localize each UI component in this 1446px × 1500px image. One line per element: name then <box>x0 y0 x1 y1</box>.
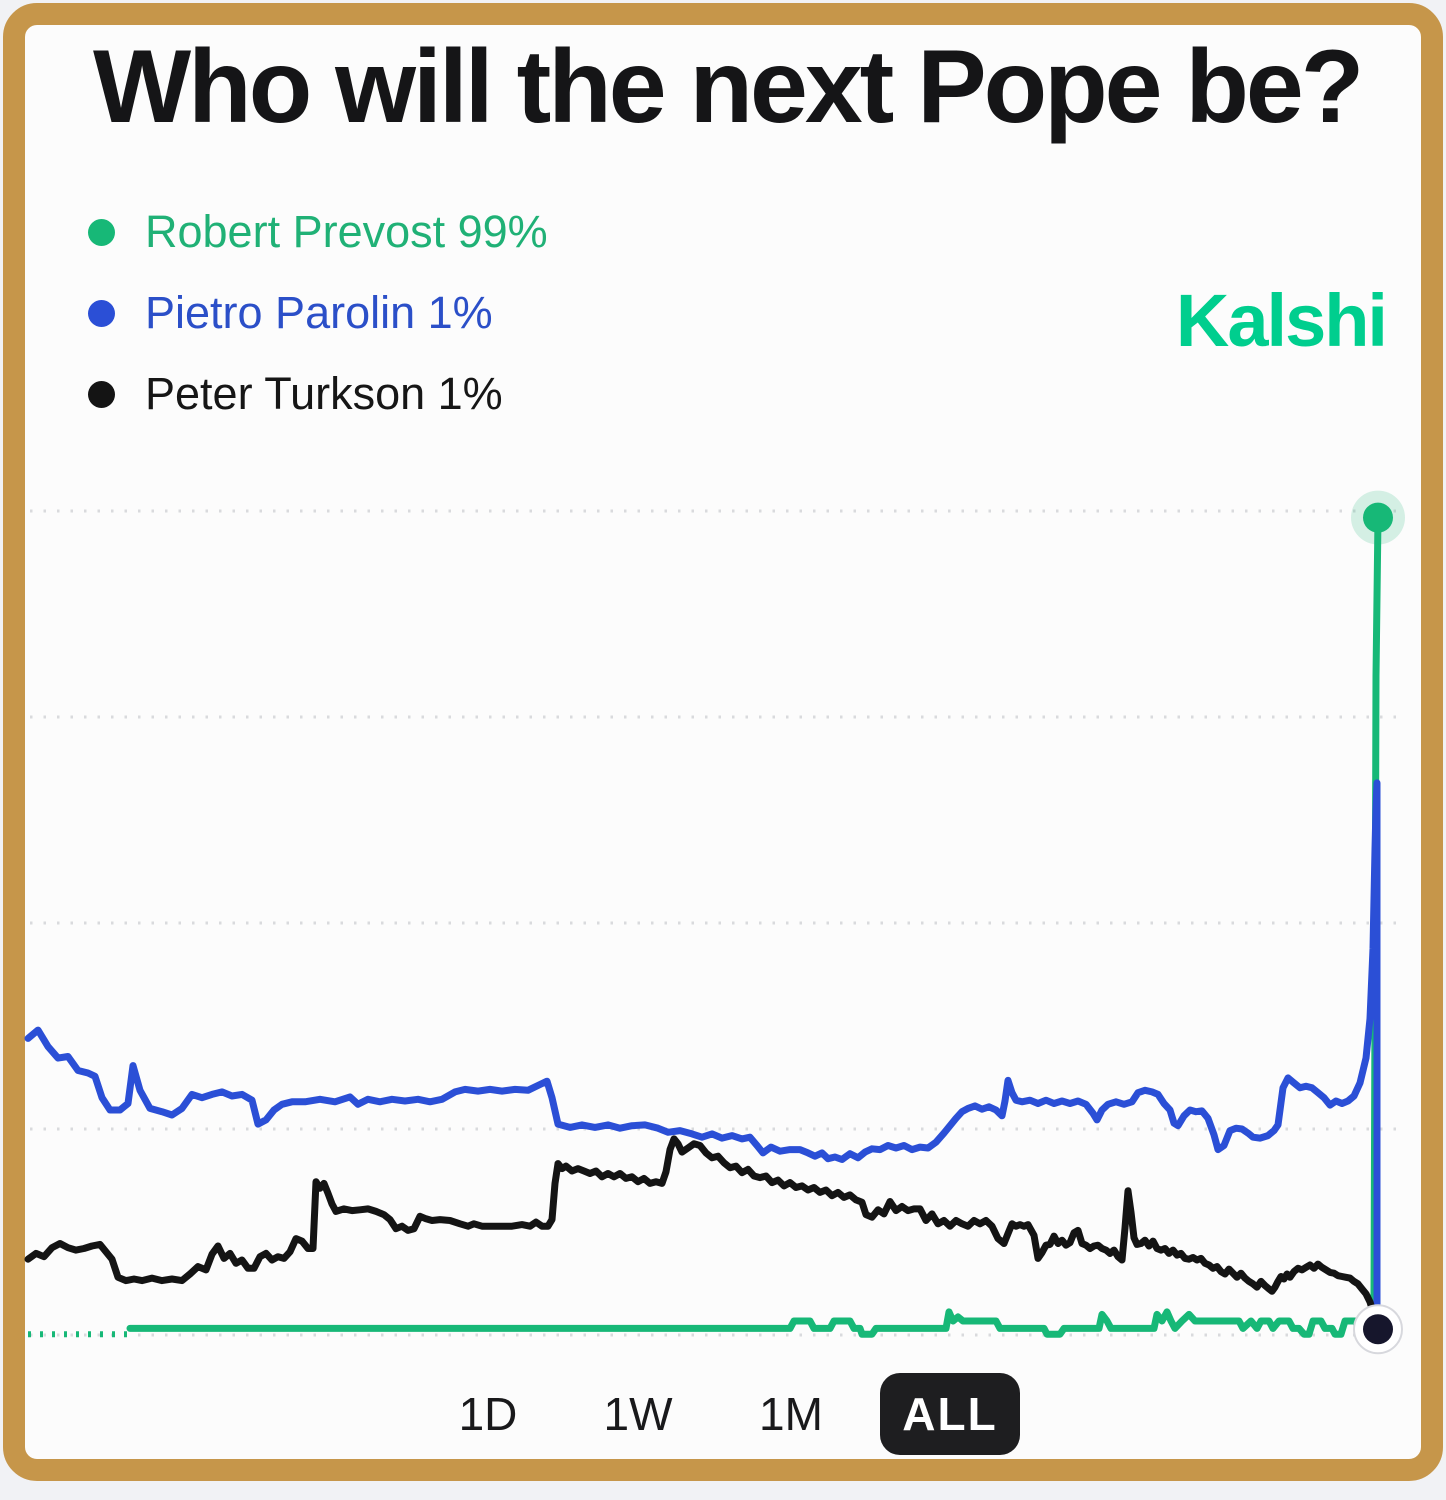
legend-dot-blue-icon <box>88 299 115 327</box>
legend-label-pietro-parolin: Pietro Parolin 1% <box>145 287 493 338</box>
legend-dot-black-icon <box>88 380 115 408</box>
series-line-robert-prevost <box>126 514 1382 1338</box>
gold-frame-border <box>3 3 1443 1481</box>
legend-item-peter-turkson: Peter Turkson 1% <box>88 367 548 421</box>
end-marker-dot-robert-prevost <box>1363 502 1393 533</box>
series-line-peter-turkson <box>24 1135 1382 1333</box>
time-range-selector: 1D 1W 1M ALL <box>0 1373 1446 1455</box>
legend-dot-green-icon <box>88 218 115 246</box>
legend-label-peter-turkson: Peter Turkson 1% <box>145 368 503 419</box>
range-button-all[interactable]: ALL <box>880 1373 1020 1455</box>
chart-legend: Robert Prevost 99% Pietro Parolin 1% Pet… <box>88 205 548 448</box>
series-line-pietro-parolin <box>24 779 1381 1332</box>
page-title: Who will the next Pope be? <box>93 29 1364 145</box>
range-button-1d[interactable]: 1D <box>458 1388 518 1440</box>
legend-item-robert-prevost: Robert Prevost 99% <box>88 205 548 259</box>
kalshi-logo: Kalshi <box>1175 279 1388 362</box>
legend-item-pietro-parolin: Pietro Parolin 1% <box>88 286 548 340</box>
end-marker-dot-peter-turkson <box>1363 1314 1393 1345</box>
range-button-1w[interactable]: 1W <box>603 1388 673 1440</box>
legend-label-robert-prevost: Robert Prevost 99% <box>145 206 548 257</box>
range-button-1m[interactable]: 1M <box>759 1388 823 1440</box>
